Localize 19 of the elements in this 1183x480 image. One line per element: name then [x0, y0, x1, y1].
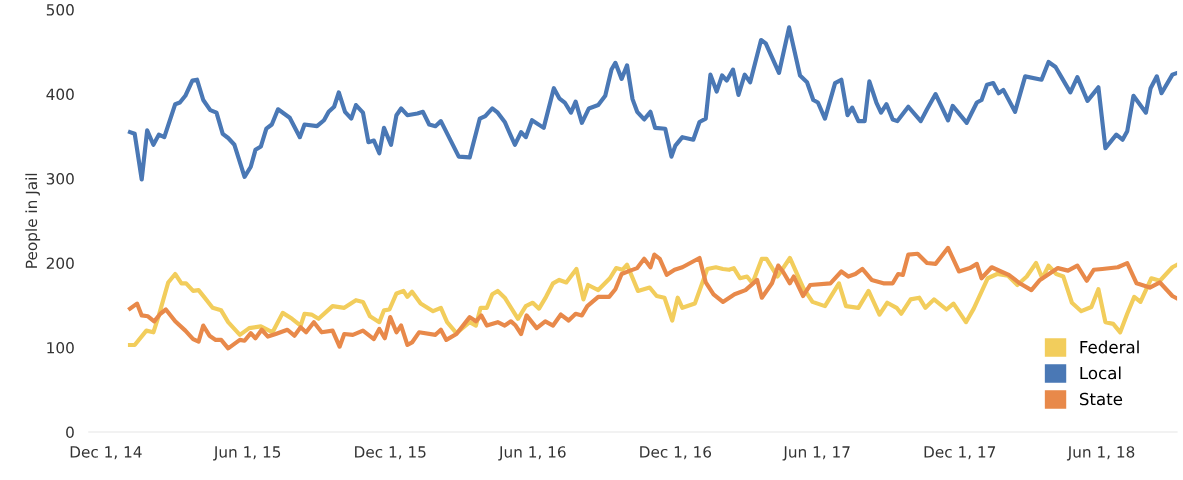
y-tick-label: 0: [66, 426, 74, 439]
x-tick-label: Jun 1, 16: [498, 446, 566, 461]
x-tick-label: Dec 1, 17: [924, 446, 996, 460]
x-tick-label: Jun 1, 18: [1066, 446, 1135, 461]
x-tick-label: Dec 1, 15: [355, 446, 426, 460]
legend-label: State: [1079, 392, 1123, 406]
line-series: [127, 25, 1178, 182]
y-tick-label: 100: [47, 341, 74, 354]
y-tick-label: 200: [46, 257, 74, 270]
x-tick-label: Jun 1, 17: [782, 446, 850, 461]
x-tick-label: Dec 1, 16: [640, 446, 712, 460]
x-tick-label: Dec 1, 14: [70, 446, 142, 460]
x-tick-label: Jun 1, 15: [213, 446, 281, 461]
y-tick-label: 400: [46, 88, 74, 101]
legend-label: Local: [1080, 366, 1121, 380]
y-axis-title: People in Jail: [25, 173, 41, 268]
legend-label: Federal: [1080, 340, 1139, 354]
y-tick-label: 500: [46, 4, 74, 16]
y-tick-label: 300: [46, 173, 74, 185]
